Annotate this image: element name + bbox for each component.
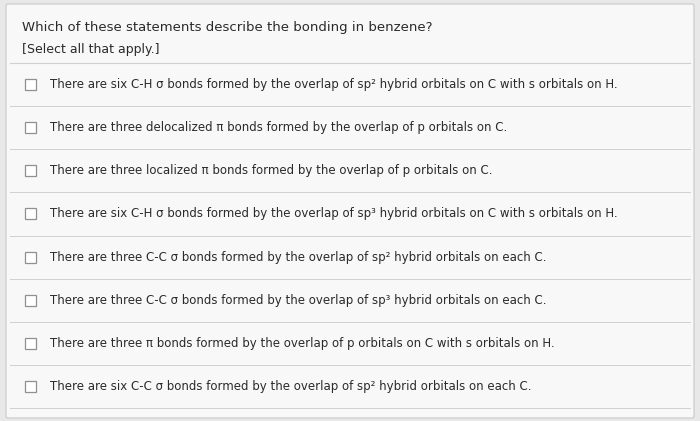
FancyBboxPatch shape xyxy=(6,4,694,418)
FancyBboxPatch shape xyxy=(25,252,36,263)
FancyBboxPatch shape xyxy=(25,208,36,219)
Text: There are three C-C σ bonds formed by the overlap of sp³ hybrid orbitals on each: There are three C-C σ bonds formed by th… xyxy=(50,294,547,306)
Text: Which of these statements describe the bonding in benzene?: Which of these statements describe the b… xyxy=(22,21,433,34)
FancyBboxPatch shape xyxy=(25,295,36,306)
FancyBboxPatch shape xyxy=(25,338,36,349)
Text: There are three delocalized π bonds formed by the overlap of p orbitals on C.: There are three delocalized π bonds form… xyxy=(50,121,508,134)
FancyBboxPatch shape xyxy=(25,122,36,133)
Text: There are three localized π bonds formed by the overlap of p orbitals on C.: There are three localized π bonds formed… xyxy=(50,164,493,177)
Text: There are six C-H σ bonds formed by the overlap of sp² hybrid orbitals on C with: There are six C-H σ bonds formed by the … xyxy=(50,78,617,91)
FancyBboxPatch shape xyxy=(25,165,36,176)
Text: There are three C-C σ bonds formed by the overlap of sp² hybrid orbitals on each: There are three C-C σ bonds formed by th… xyxy=(50,250,547,264)
FancyBboxPatch shape xyxy=(25,381,36,392)
Text: [Select all that apply.]: [Select all that apply.] xyxy=(22,43,160,56)
Text: There are six C-C σ bonds formed by the overlap of sp² hybrid orbitals on each C: There are six C-C σ bonds formed by the … xyxy=(50,380,531,393)
Text: There are three π bonds formed by the overlap of p orbitals on C with s orbitals: There are three π bonds formed by the ov… xyxy=(50,337,554,350)
Text: There are six C-H σ bonds formed by the overlap of sp³ hybrid orbitals on C with: There are six C-H σ bonds formed by the … xyxy=(50,208,617,221)
FancyBboxPatch shape xyxy=(25,79,36,90)
